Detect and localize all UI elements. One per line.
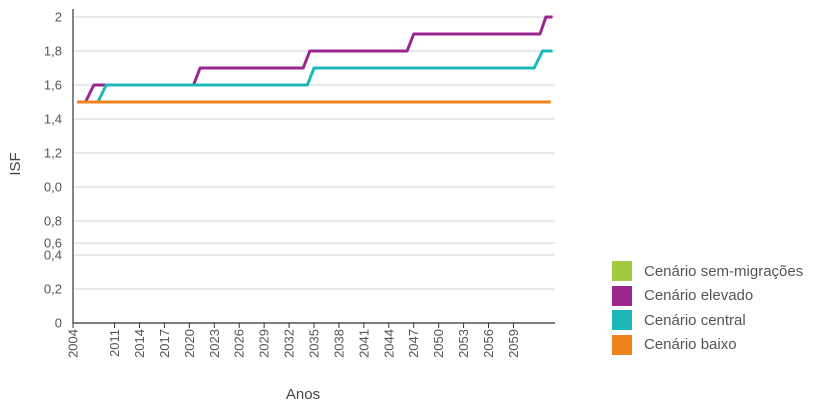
legend-label-central: Cenário central <box>644 311 746 329</box>
y-tick-label: 1,6 <box>44 78 62 93</box>
legend-item-elevado: Cenário elevado <box>612 284 803 309</box>
x-tick-label: 2011 <box>107 329 122 357</box>
grid-lines <box>73 16 555 290</box>
y-tick-labels: 0 0,2 0,40,6 0,8 0,0 1,2 1,4 1,6 1,8 2 <box>44 10 62 331</box>
x-tick-label: 2047 <box>406 329 421 358</box>
x-tick-label: 2004 <box>66 329 81 358</box>
y-tick-label: 0,2 <box>44 282 62 297</box>
legend-label-baixo: Cenário baixo <box>644 336 737 354</box>
series-line-2 <box>77 49 553 104</box>
x-tick-label: 2032 <box>282 329 297 358</box>
legend-swatch-sem-migracoes <box>612 261 632 282</box>
y-tick-label: 0,4 <box>44 248 62 263</box>
x-tick-label: 2038 <box>331 329 346 358</box>
y-tick-label: 0 <box>55 316 62 331</box>
x-tick-labels: 2004 2011 2014 2017 2020 2023 2026 2029 2032 2035… <box>66 323 521 358</box>
x-tick-label: 2029 <box>257 329 272 358</box>
x-axis-title: Anos <box>286 386 320 401</box>
legend-swatch-elevado <box>612 285 632 306</box>
x-tick-label: 2017 <box>157 329 172 358</box>
y-tick-label: 1,2 <box>44 146 62 161</box>
x-tick-label: 2035 <box>307 329 322 358</box>
legend-item-baixo: Cenário baixo <box>612 333 803 358</box>
x-tick-label: 2059 <box>506 329 521 358</box>
x-tick-label: 2053 <box>456 329 471 358</box>
legend-swatch-baixo <box>612 334 632 355</box>
legend: Cenário sem-migrações Cenário elevado Ce… <box>612 259 803 357</box>
legend-label-elevado: Cenário elevado <box>644 287 754 305</box>
x-tick-label: 2044 <box>381 329 396 358</box>
y-tick-label: 1,4 <box>44 112 62 127</box>
x-tick-label: 2050 <box>431 329 446 358</box>
x-tick-label: 2020 <box>182 329 197 358</box>
y-tick-label: 0,6 <box>44 236 62 251</box>
legend-item-sem-migracoes: Cenário sem-migrações <box>612 259 803 284</box>
legend-swatch-central <box>612 310 632 331</box>
y-tick-label: 0,8 <box>44 214 62 229</box>
x-tick-label: 2023 <box>207 329 222 358</box>
x-tick-label: 2014 <box>132 329 147 358</box>
x-tick-label: 2026 <box>232 329 247 358</box>
y-tick-label: 0,0 <box>44 180 62 195</box>
y-axis-title: ISF <box>7 152 24 175</box>
y-tick-label: 1,8 <box>44 44 62 59</box>
series-line-1 <box>77 15 553 104</box>
legend-label-sem-migracoes: Cenário sem-migrações <box>644 262 804 280</box>
series-lines <box>77 15 553 104</box>
legend-item-central: Cenário central <box>612 308 803 333</box>
y-tick-label: 2 <box>55 10 62 25</box>
x-tick-label: 2056 <box>481 329 496 358</box>
x-tick-label: 2041 <box>356 329 371 358</box>
